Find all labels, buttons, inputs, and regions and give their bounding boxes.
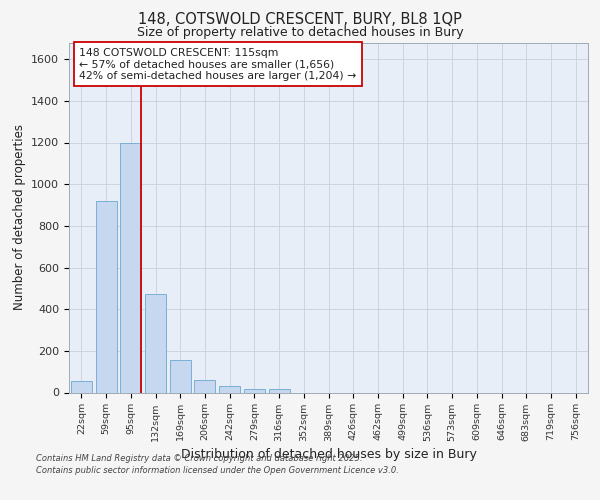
Bar [269,390,290,392]
Y-axis label: Number of detached properties: Number of detached properties [13,124,26,310]
Text: Contains public sector information licensed under the Open Government Licence v3: Contains public sector information licen… [36,466,399,475]
Bar [120,142,141,392]
X-axis label: Distribution of detached houses by size in Bury: Distribution of detached houses by size … [181,448,476,460]
Bar [71,381,92,392]
Bar [219,386,240,392]
Text: 148 COTSWOLD CRESCENT: 115sqm
← 57% of detached houses are smaller (1,656)
42% o: 148 COTSWOLD CRESCENT: 115sqm ← 57% of d… [79,48,356,81]
Text: 148, COTSWOLD CRESCENT, BURY, BL8 1QP: 148, COTSWOLD CRESCENT, BURY, BL8 1QP [138,12,462,28]
Bar [194,380,215,392]
Bar [145,294,166,392]
Bar [170,360,191,392]
Text: Size of property relative to detached houses in Bury: Size of property relative to detached ho… [137,26,463,39]
Text: Contains HM Land Registry data © Crown copyright and database right 2025.: Contains HM Land Registry data © Crown c… [36,454,362,463]
Bar [95,201,116,392]
Bar [244,390,265,392]
